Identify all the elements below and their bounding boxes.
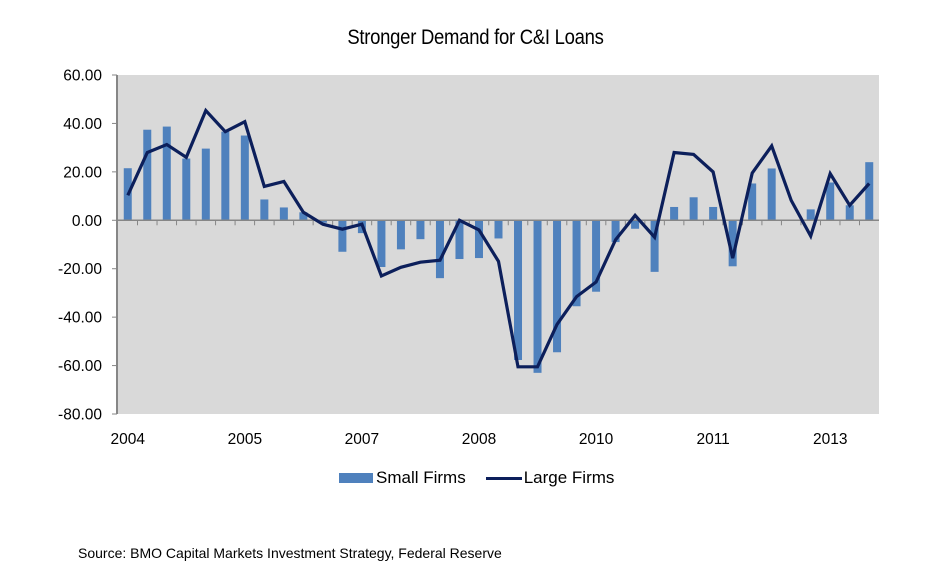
legend-label-small-firms: Small Firms (376, 468, 466, 487)
x-tick-label: 2004 (111, 431, 146, 448)
bar-small-firms (455, 220, 464, 260)
y-tick-label: -40.00 (58, 310, 102, 327)
bar-small-firms (338, 220, 347, 252)
bar-small-firms (572, 220, 581, 307)
x-tick-label: 2007 (345, 431, 379, 448)
bar-small-firms (260, 199, 269, 221)
x-tick-label: 2005 (228, 431, 262, 448)
bar-small-firms (435, 220, 444, 279)
plot-area (118, 75, 879, 414)
source-note: Source: BMO Capital Markets Investment S… (78, 545, 502, 561)
bar-small-firms (494, 220, 503, 239)
bar-small-firms (670, 206, 679, 221)
bar-small-firms (318, 220, 327, 223)
y-axis-ticks: 60.00 40.00 20.00 0.00 -20.00 -40.00 -60.00 -80… (58, 68, 117, 424)
x-tick-label: 2008 (462, 431, 496, 448)
legend-label-large-firms: Large Firms (523, 468, 615, 487)
bar-small-firms (553, 220, 562, 353)
legend-item-large-firms: Large Firms (466, 468, 615, 488)
bar-small-firms (533, 220, 542, 373)
y-tick-label: -60.00 (58, 358, 102, 375)
bar-small-firms (201, 148, 210, 221)
y-tick-label: -80.00 (58, 407, 102, 424)
bar-small-firms (221, 131, 230, 221)
x-tick-label: 2013 (813, 431, 847, 448)
x-axis-ticks (137, 220, 860, 226)
bar-small-firms (182, 158, 191, 221)
bar-small-firms (416, 220, 425, 240)
bar-small-firms (826, 182, 835, 221)
bar-small-firms (592, 220, 601, 292)
bar-small-firms (143, 129, 152, 221)
bar-small-firms (279, 207, 288, 221)
y-tick-label: 0.00 (72, 213, 103, 230)
bar-small-firms (162, 126, 171, 221)
y-tick-label: 40.00 (63, 116, 102, 133)
bar-small-firms (396, 220, 405, 250)
bar-small-firms (748, 183, 757, 221)
legend-swatch-line (485, 476, 522, 480)
bar-small-firms (474, 220, 483, 259)
y-tick-label: 60.00 (63, 68, 102, 85)
legend: Small Firms Large Firms (339, 466, 614, 490)
legend-item-small-firms: Small Firms (339, 468, 466, 488)
bar-small-firms (865, 162, 874, 221)
bar-small-firms (728, 220, 737, 267)
bar-small-firms (611, 220, 620, 243)
large-firms-line (126, 107, 871, 369)
bar-small-firms (767, 168, 776, 221)
x-tick-label: 2010 (579, 431, 614, 448)
y-tick-label: 20.00 (63, 164, 102, 181)
bar-small-firms (689, 197, 698, 221)
bar-small-firms (845, 205, 854, 221)
legend-swatch-bar (339, 473, 373, 483)
bar-small-firms (631, 220, 640, 229)
x-tick-label: 2011 (696, 431, 729, 448)
x-axis-labels: 2004 2005 2007 2008 2010 2011 2013 (111, 431, 848, 448)
bar-small-firms (514, 220, 523, 361)
bar-small-firms (377, 220, 386, 268)
bar-small-firms (240, 135, 249, 221)
bar-small-firms (806, 209, 815, 221)
bar-small-firms (299, 212, 308, 221)
bar-small-firms (709, 206, 718, 221)
chart-title: Stronger Demand for C&I Loans (347, 26, 604, 49)
y-tick-label: -20.00 (58, 261, 102, 278)
bar-small-firms (650, 220, 659, 272)
